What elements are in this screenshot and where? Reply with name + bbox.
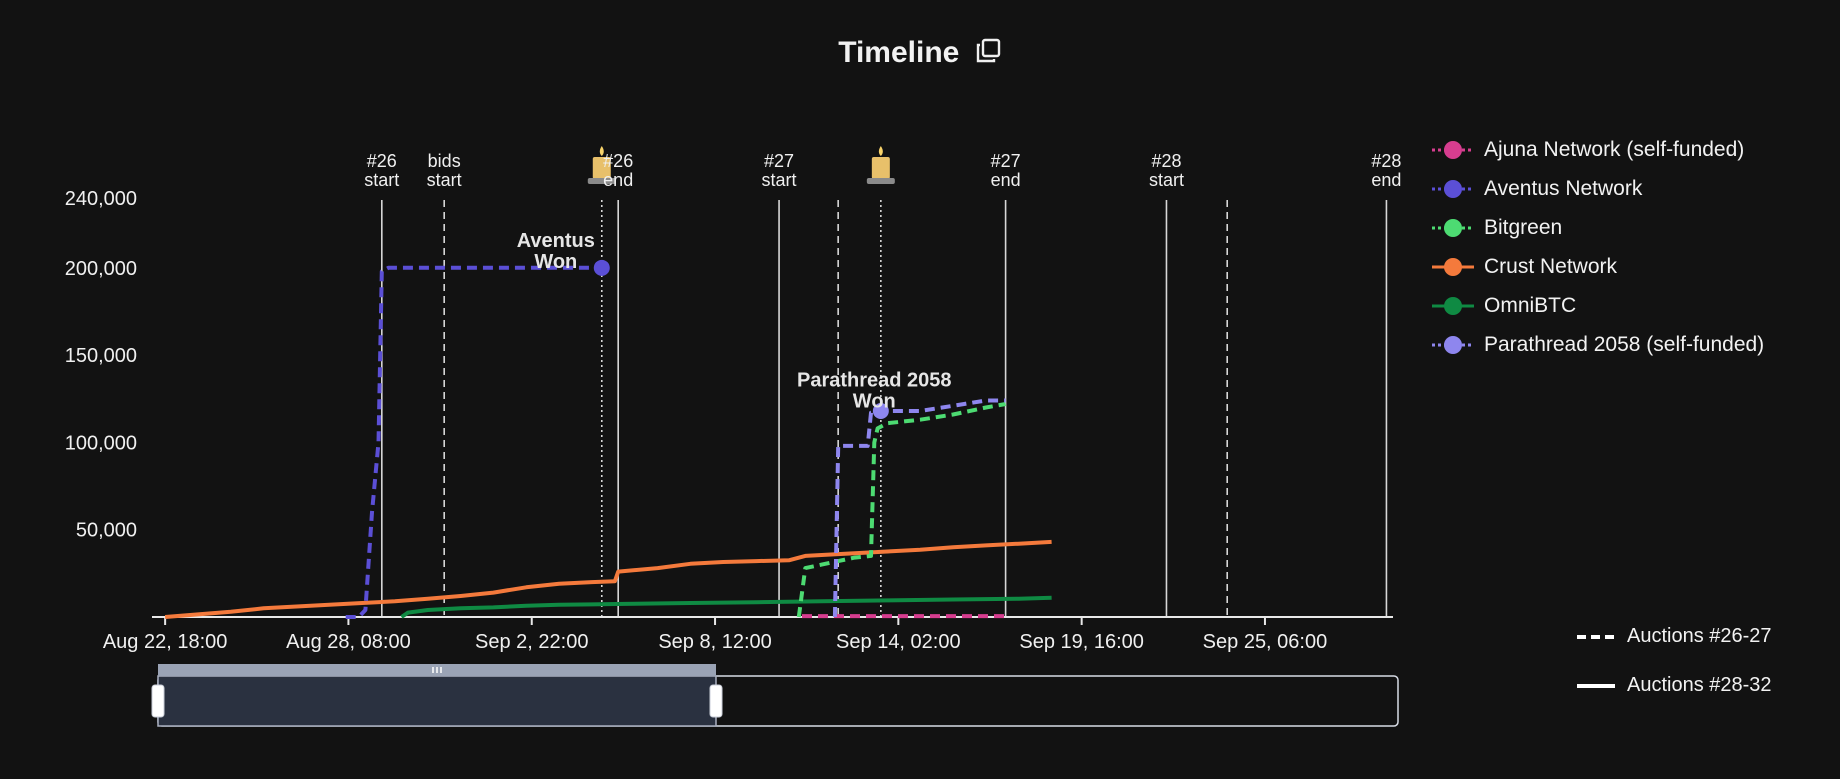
y-tick-label: 240,000	[65, 188, 137, 210]
series-line-crust-network	[164, 539, 1052, 619]
legend-item-aventus-network[interactable]: Aventus Network	[1430, 169, 1764, 208]
legend-swatch	[1432, 335, 1474, 354]
axes: Aug 22, 18:00 Aug 28, 08:00 Sep 2, 22:00 Se…	[65, 188, 1393, 653]
x-tick-label: Sep 8, 12:00	[658, 631, 771, 653]
candle-icon	[866, 146, 895, 184]
event-label: end	[991, 170, 1021, 190]
x-tick-label: Sep 2, 22:00	[475, 631, 588, 653]
line-style-legend: Auctions #26-27 Auctions #28-32	[1575, 612, 1772, 710]
style-legend-item-auctions-26-27: Auctions #26-27	[1575, 612, 1772, 661]
event-label: start	[364, 170, 399, 190]
style-swatch	[1577, 683, 1615, 688]
legend-label: Parathread 2058 (self-funded)	[1484, 332, 1765, 356]
x-tick-label: Aug 28, 08:00	[286, 631, 411, 653]
event-label: end	[603, 170, 633, 190]
brush-handle[interactable]	[151, 684, 165, 718]
event-label: #28	[1371, 151, 1401, 171]
legend-item-omnibtc[interactable]: OmniBTC	[1430, 286, 1764, 325]
x-tick-label: Sep 19, 16:00	[1019, 631, 1144, 653]
brush-handle[interactable]	[709, 684, 723, 718]
x-tick-label: Sep 25, 06:00	[1203, 631, 1328, 653]
event-label: #26	[603, 151, 633, 171]
winner-marker	[872, 402, 889, 419]
x-tick-label: Aug 22, 18:00	[103, 631, 228, 653]
event-label: #26	[367, 151, 397, 171]
event-label: end	[1371, 170, 1401, 190]
winner-marker	[593, 259, 610, 276]
legend-swatch	[1432, 140, 1474, 159]
event-label: bids	[428, 151, 461, 171]
y-tick-label: 100,000	[65, 432, 137, 454]
y-tick-label: 200,000	[65, 258, 137, 280]
annotation-label: Won	[534, 251, 577, 273]
copy-icon[interactable]	[974, 37, 1002, 70]
series-lines	[164, 259, 1052, 619]
event-lines: #26startbidsstart#26end#27start#27end#28…	[364, 146, 1401, 617]
brush-selection	[157, 675, 717, 727]
legend-label: Crust Network	[1484, 254, 1618, 278]
style-legend-item-auctions-28-32: Auctions #28-32	[1575, 661, 1772, 710]
event-label: start	[427, 170, 462, 190]
legend-label: Bitgreen	[1484, 215, 1563, 239]
grip-icon[interactable]	[432, 667, 442, 673]
legend-item-ajuna-network-self-funded[interactable]: Ajuna Network (self-funded)	[1430, 130, 1764, 169]
annotation-label: Won	[853, 391, 896, 413]
range-brush[interactable]	[151, 664, 1399, 727]
event-label: #28	[1151, 151, 1181, 171]
legend-swatch	[1432, 218, 1474, 237]
x-tick-label: Sep 14, 02:00	[836, 631, 961, 653]
annotation-label: Aventus	[517, 230, 595, 252]
legend-item-parathread-2058-self-funded[interactable]: Parathread 2058 (self-funded)	[1430, 325, 1764, 364]
series-line-omnibtc	[400, 595, 1052, 619]
style-legend-label: Auctions #28-32	[1627, 674, 1772, 696]
event-label: #27	[991, 151, 1021, 171]
legend-swatch	[1432, 179, 1474, 198]
series-line-bitgreen	[796, 402, 1006, 618]
annotation-label: Parathread 2058	[797, 370, 952, 392]
series-line-parathread-2058-self-funded	[832, 398, 1006, 618]
series-line-aventus-network	[345, 265, 602, 619]
series-legend: Ajuna Network (self-funded) Aventus Netwo…	[1430, 130, 1764, 364]
style-legend-label: Auctions #26-27	[1627, 625, 1772, 647]
legend-swatch	[1432, 257, 1474, 276]
legend-label: OmniBTC	[1484, 293, 1577, 317]
style-swatch	[1577, 634, 1615, 639]
legend-label: Aventus Network	[1484, 176, 1643, 200]
event-label: start	[762, 170, 797, 190]
legend-item-bitgreen[interactable]: Bitgreen	[1430, 208, 1764, 247]
event-label: start	[1149, 170, 1184, 190]
candle-icon	[587, 146, 616, 184]
legend-item-crust-network[interactable]: Crust Network	[1430, 247, 1764, 286]
event-label: #27	[764, 151, 794, 171]
legend-swatch	[1432, 296, 1474, 315]
y-tick-label: 50,000	[76, 520, 137, 542]
title-bar: Timeline	[0, 36, 1840, 70]
chart-title: Timeline	[838, 36, 960, 69]
y-tick-label: 150,000	[65, 345, 137, 367]
legend-label: Ajuna Network (self-funded)	[1484, 137, 1745, 161]
